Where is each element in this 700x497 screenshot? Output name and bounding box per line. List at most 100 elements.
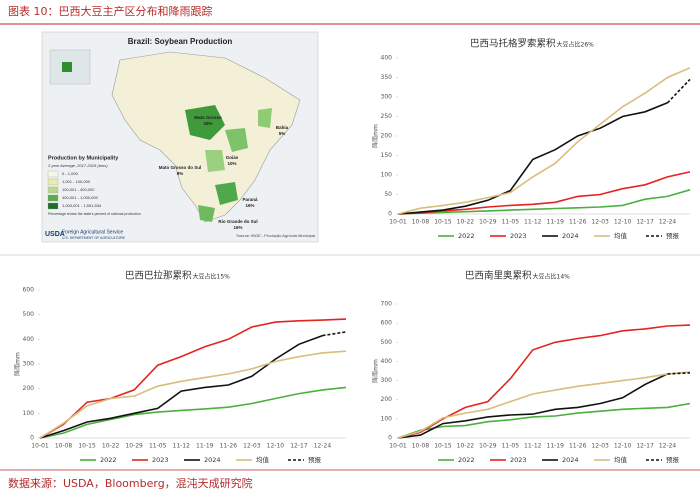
x-tick-label: 11-26 bbox=[569, 219, 587, 226]
x-tick-label: 11-12 bbox=[524, 219, 542, 226]
x-tick-label: 10-01 bbox=[389, 219, 407, 226]
chart-subtitle: 大豆占比14% bbox=[533, 273, 571, 281]
y-axis-label: 降雨mm bbox=[14, 352, 22, 376]
state-share: 16% bbox=[233, 225, 242, 230]
y-tick-label: 200 bbox=[381, 133, 393, 140]
agency-name: Foreign Agricultural Service bbox=[62, 229, 123, 235]
y-tick-label: 0 bbox=[388, 435, 392, 442]
bin-label: 400,001 - 1,000,000 bbox=[62, 195, 99, 200]
legend-label: 均值 bbox=[256, 455, 270, 464]
y-tick-label: 300 bbox=[23, 361, 35, 368]
map-credit: Source: IBGE - Produção Agrícola Municip… bbox=[236, 233, 315, 238]
series-line bbox=[397, 373, 668, 439]
production-area bbox=[258, 108, 272, 128]
legend-label: 均值 bbox=[614, 231, 628, 240]
map-title: Brazil: Soybean Production bbox=[128, 37, 233, 46]
legend-note: Percentage shows the state's percent of … bbox=[48, 212, 141, 216]
series-line bbox=[667, 372, 691, 375]
legend-label: 均值 bbox=[614, 455, 628, 464]
x-tick-label: 11-05 bbox=[149, 443, 167, 450]
series-line bbox=[39, 334, 323, 439]
bin-swatch bbox=[47, 170, 59, 178]
y-tick-label: 500 bbox=[23, 311, 35, 318]
x-tick-label: 11-26 bbox=[569, 443, 587, 450]
y-axis-label: 降雨mm bbox=[372, 124, 380, 148]
y-tick-label: 300 bbox=[381, 377, 393, 384]
bin-label: 0 - 1,000 bbox=[62, 171, 79, 176]
y-tick-label: 150 bbox=[381, 152, 393, 159]
x-tick-label: 12-10 bbox=[267, 443, 285, 450]
production-area bbox=[225, 128, 248, 152]
department: U.S. DEPARTMENT OF AGRICULTURE bbox=[62, 236, 126, 240]
chart-subtitle: 大豆占比15% bbox=[193, 273, 231, 281]
legend-label: 2023 bbox=[510, 232, 527, 240]
x-tick-label: 10-08 bbox=[412, 219, 430, 226]
legend-label: 2022 bbox=[458, 456, 475, 464]
x-tick-label: 10-08 bbox=[412, 443, 430, 450]
bin-label: 1,001 - 100,000 bbox=[62, 179, 91, 184]
x-tick-label: 11-05 bbox=[502, 443, 520, 450]
y-tick-label: 600 bbox=[381, 320, 393, 327]
series-line bbox=[397, 67, 691, 215]
y-tick-label: 100 bbox=[381, 415, 393, 422]
state-share: 16% bbox=[245, 203, 254, 208]
x-tick-label: 11-05 bbox=[502, 219, 520, 226]
inset-highlight bbox=[62, 62, 72, 72]
x-tick-label: 10-29 bbox=[479, 219, 497, 226]
x-tick-label: 10-15 bbox=[434, 219, 452, 226]
bin-label: 1,000,001 - 1,551,834 bbox=[62, 203, 102, 208]
x-tick-label: 12-10 bbox=[614, 443, 632, 450]
x-tick-label: 11-19 bbox=[547, 219, 565, 226]
x-tick-label: 10-15 bbox=[78, 443, 96, 450]
y-tick-label: 0 bbox=[388, 211, 392, 218]
x-tick-label: 11-26 bbox=[220, 443, 238, 450]
y-tick-label: 50 bbox=[384, 191, 392, 198]
legend-subtitle: 3 year Average, 2017-2019 (tons) bbox=[48, 163, 108, 168]
x-tick-label: 11-12 bbox=[173, 443, 191, 450]
x-tick-label: 10-15 bbox=[434, 443, 452, 450]
x-tick-label: 10-29 bbox=[479, 443, 497, 450]
x-tick-label: 12-24 bbox=[659, 219, 677, 226]
x-tick-label: 12-24 bbox=[659, 443, 677, 450]
y-tick-label: 250 bbox=[381, 113, 393, 120]
production-area bbox=[205, 150, 225, 172]
series-line bbox=[39, 386, 347, 439]
series-line bbox=[397, 171, 691, 215]
x-tick-label: 12-17 bbox=[636, 219, 654, 226]
series-line bbox=[397, 102, 668, 215]
legend-label: 预报 bbox=[666, 455, 680, 464]
bin-swatch bbox=[47, 178, 59, 186]
x-tick-label: 10-22 bbox=[457, 219, 475, 226]
bin-swatch bbox=[47, 194, 59, 202]
legend-label: 预报 bbox=[666, 231, 680, 240]
x-tick-label: 10-01 bbox=[31, 443, 49, 450]
x-tick-label: 12-17 bbox=[636, 443, 654, 450]
state-share: 5% bbox=[279, 131, 286, 136]
x-tick-label: 11-12 bbox=[524, 443, 542, 450]
state-name: Bahia bbox=[276, 125, 289, 130]
x-tick-label: 10-01 bbox=[389, 443, 407, 450]
y-tick-label: 400 bbox=[381, 55, 393, 62]
y-tick-label: 200 bbox=[23, 385, 35, 392]
x-tick-label: 12-17 bbox=[290, 443, 308, 450]
x-tick-label: 10-22 bbox=[102, 443, 120, 450]
chart-subtitle: 大豆占比26% bbox=[557, 41, 595, 49]
legend-label: 预报 bbox=[308, 455, 322, 464]
y-tick-label: 400 bbox=[381, 358, 393, 365]
state-name: Mato Grosso bbox=[194, 115, 222, 120]
x-tick-label: 10-22 bbox=[457, 443, 475, 450]
state-share: 8% bbox=[177, 171, 184, 176]
x-tick-label: 12-03 bbox=[243, 443, 261, 450]
state-share: 25% bbox=[203, 121, 212, 126]
production-area bbox=[185, 105, 225, 140]
y-tick-label: 700 bbox=[381, 301, 393, 308]
legend-label: 2023 bbox=[152, 456, 169, 464]
y-axis-label: 降雨mm bbox=[372, 359, 380, 383]
bin-swatch bbox=[47, 186, 59, 194]
chart-title: 巴西马托格罗索累积 bbox=[470, 38, 556, 50]
state-name: Goiás bbox=[226, 155, 239, 160]
legend-title: Production by Municipality bbox=[48, 155, 119, 161]
x-tick-label: 12-10 bbox=[614, 219, 632, 226]
page-title: 图表 10：巴西大豆主产区分布和降雨跟踪 bbox=[8, 4, 213, 18]
